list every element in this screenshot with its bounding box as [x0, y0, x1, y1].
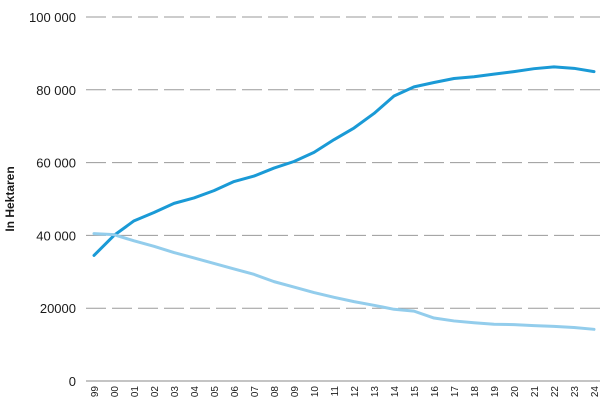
- x-tick-label: 12: [350, 386, 361, 398]
- y-tick-label: 0: [69, 374, 76, 389]
- x-axis-ticks: 99 00 01 02 03 04 05 06 07 08 09 10 11 12 13 14 15 16 17 18…: [90, 386, 601, 398]
- x-tick-label: 13: [370, 386, 381, 398]
- series-line-1: [92, 65, 596, 257]
- y-tick-label: 40 000: [36, 228, 76, 243]
- x-tick-label: 16: [430, 386, 441, 398]
- x-tick-label: 99: [90, 386, 101, 398]
- data-series: [92, 65, 596, 331]
- y-tick-label: 100 000: [29, 10, 76, 25]
- x-tick-label: 14: [390, 386, 401, 398]
- x-tick-label: 03: [170, 386, 181, 398]
- x-tick-label: 05: [210, 386, 221, 398]
- x-tick-label: 21: [530, 386, 541, 398]
- x-tick-label: 20: [510, 386, 521, 398]
- x-tick-label: 17: [450, 386, 461, 398]
- y-axis-label: In Hektaren: [3, 166, 17, 231]
- x-tick-label: 01: [130, 386, 141, 398]
- x-tick-label: 08: [270, 386, 281, 398]
- x-tick-label: 02: [150, 386, 161, 398]
- x-tick-label: 07: [250, 386, 261, 398]
- y-tick-label: 80 000: [36, 83, 76, 98]
- y-axis-ticks: 0 20000 40 000 60 000 80 000 100 000: [29, 10, 76, 389]
- x-tick-label: 04: [190, 386, 201, 398]
- x-tick-label: 15: [410, 386, 421, 398]
- x-tick-label: 22: [550, 386, 561, 398]
- x-tick-label: 18: [470, 386, 481, 398]
- gridlines: [86, 16, 600, 382]
- x-tick-label: 06: [230, 386, 241, 398]
- x-tick-label: 24: [590, 386, 601, 398]
- x-tick-label: 23: [570, 386, 581, 398]
- x-tick-label: 00: [110, 386, 121, 398]
- series-line-2: [92, 232, 596, 331]
- y-tick-label: 20000: [40, 301, 76, 316]
- x-tick-label: 11: [330, 386, 341, 397]
- x-tick-label: 10: [310, 386, 321, 398]
- y-tick-label: 60 000: [36, 156, 76, 171]
- x-tick-label: 19: [490, 386, 501, 398]
- x-tick-label: 09: [290, 386, 301, 398]
